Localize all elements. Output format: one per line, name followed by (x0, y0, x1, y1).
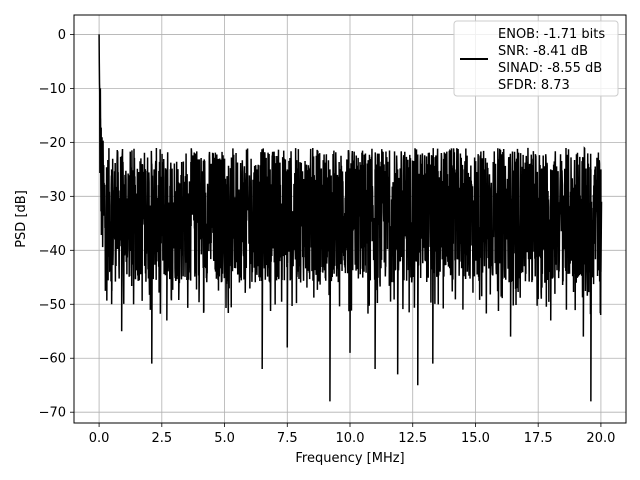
x-tick-label: 0.0 (89, 431, 110, 446)
y-tick-label: 0 (58, 28, 66, 43)
y-axis-label: PSD [dB] (14, 190, 29, 248)
legend: ENOB: -1.71 bits SNR: -8.41 dB SINAD: -8… (453, 20, 619, 97)
y-tick-label: −30 (39, 190, 66, 205)
psd-series-line (98, 34, 603, 402)
x-tick-label: 7.5 (277, 431, 298, 446)
x-tick-label: 15.0 (461, 431, 490, 446)
x-tick-label: 20.0 (586, 431, 615, 446)
x-axis-label: Frequency [MHz] (295, 451, 404, 466)
y-tick-label: −50 (39, 298, 66, 313)
legend-sfdr: SFDR: 8.73 (498, 78, 570, 93)
legend-sinad: SINAD: -8.55 dB (498, 61, 602, 76)
y-tick-label: −40 (39, 244, 66, 259)
x-tick-label: 17.5 (524, 431, 553, 446)
legend-box (453, 20, 619, 97)
legend-enob: ENOB: -1.71 bits (498, 27, 605, 42)
y-tick-label: −20 (39, 136, 66, 151)
y-tick-label: −10 (39, 82, 66, 97)
y-tick-label: −70 (39, 406, 66, 421)
x-tick-label: 2.5 (151, 431, 172, 446)
x-tick-label: 5.0 (214, 431, 235, 446)
plot-area (98, 34, 603, 402)
x-tick-label: 12.5 (398, 431, 427, 446)
x-tick-label: 10.0 (336, 431, 365, 446)
legend-snr: SNR: -8.41 dB (498, 44, 588, 59)
y-tick-label: −60 (39, 352, 66, 367)
ticks: 0.0 2.5 5.0 7.5 10.0 12.5 15.0 17.5 20.0 0 −10 −20 −… (39, 28, 616, 446)
